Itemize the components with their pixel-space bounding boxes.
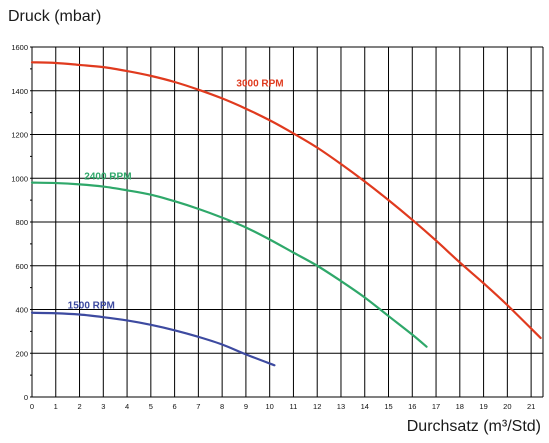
x-tick-label: 20 (503, 402, 511, 411)
x-tick-label: 13 (337, 402, 345, 411)
y-tick-label: 0 (24, 393, 28, 402)
x-tick-label: 4 (125, 402, 129, 411)
series-labels: 3000 RPM 2400 RPM 1500 RPM (68, 78, 284, 311)
y-tick-label: 600 (15, 262, 28, 271)
x-axis-title: Durchsatz (m³/Std) (406, 418, 541, 435)
x-tick-label: 7 (196, 402, 200, 411)
x-tick-label: 5 (149, 402, 153, 411)
x-tick-label: 3 (101, 402, 105, 411)
y-tick-label: 1000 (11, 174, 28, 183)
series-label-1500-rpm: 1500 RPM (68, 300, 115, 311)
y-axis-title: Druck (mbar) (8, 8, 102, 25)
x-tick-label: 2 (77, 402, 81, 411)
x-tick-label: 15 (384, 402, 392, 411)
x-tick-label: 8 (220, 402, 224, 411)
y-tick-label: 400 (15, 306, 28, 315)
x-tick-label: 12 (313, 402, 321, 411)
y-tick-label: 1600 (11, 43, 28, 52)
series-line-3000-rpm (30, 61, 542, 340)
x-tick-label: 17 (432, 402, 440, 411)
y-tick-label: 200 (15, 349, 28, 358)
series-group (30, 61, 542, 367)
x-tick-label: 9 (244, 402, 248, 411)
series-line-2400-rpm (30, 181, 428, 348)
x-tick-label: 16 (408, 402, 416, 411)
y-tick-label: 1400 (11, 87, 28, 96)
x-tick-label: 19 (479, 402, 487, 411)
x-tick-label: 0 (30, 402, 34, 411)
grid (31, 46, 544, 398)
series-label-3000-rpm: 3000 RPM (236, 78, 283, 89)
series-line-1500-rpm (30, 311, 276, 367)
y-tick-label: 1200 (11, 131, 28, 140)
x-tick-label: 11 (290, 402, 298, 411)
x-tick-label: 14 (361, 402, 369, 411)
x-tick-label: 18 (456, 402, 464, 411)
x-tick-label: 1 (54, 402, 58, 411)
series-label-2400-rpm: 2400 RPM (84, 171, 131, 182)
x-tick-label: 6 (173, 402, 177, 411)
x-tick-label: 10 (266, 402, 274, 411)
y-tick-label: 800 (15, 218, 28, 227)
x-tick-label: 21 (527, 402, 535, 411)
